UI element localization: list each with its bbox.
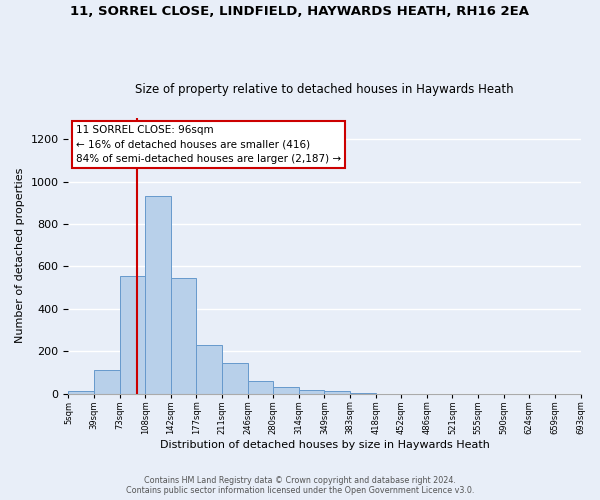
Title: Size of property relative to detached houses in Haywards Heath: Size of property relative to detached ho… — [135, 83, 514, 96]
Text: 11 SORREL CLOSE: 96sqm
← 16% of detached houses are smaller (416)
84% of semi-de: 11 SORREL CLOSE: 96sqm ← 16% of detached… — [76, 124, 341, 164]
Text: 11, SORREL CLOSE, LINDFIELD, HAYWARDS HEATH, RH16 2EA: 11, SORREL CLOSE, LINDFIELD, HAYWARDS HE… — [71, 5, 530, 18]
Bar — [350, 393, 376, 394]
X-axis label: Distribution of detached houses by size in Haywards Heath: Distribution of detached houses by size … — [160, 440, 490, 450]
Bar — [196, 345, 222, 394]
Bar — [145, 196, 171, 394]
Bar — [248, 381, 273, 394]
Bar — [325, 392, 350, 394]
Bar — [68, 392, 94, 394]
Bar — [171, 278, 196, 394]
Bar — [222, 363, 248, 394]
Text: Contains HM Land Registry data © Crown copyright and database right 2024.
Contai: Contains HM Land Registry data © Crown c… — [126, 476, 474, 495]
Bar — [94, 370, 119, 394]
Bar — [299, 390, 325, 394]
Bar — [119, 276, 145, 394]
Y-axis label: Number of detached properties: Number of detached properties — [15, 168, 25, 344]
Bar — [273, 387, 299, 394]
